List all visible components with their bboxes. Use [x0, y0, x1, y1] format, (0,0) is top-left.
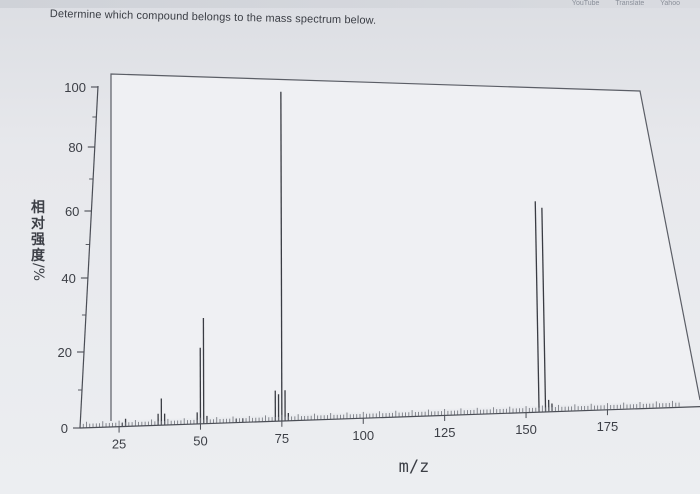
x-tick-label: 50	[193, 434, 207, 449]
bookmark-youtube[interactable]: YouTube	[571, 0, 600, 7]
y-axis: 0 20 40 60 80 100	[58, 80, 99, 436]
x-tick-label: 75	[275, 431, 289, 446]
y-label-char: 强	[31, 232, 45, 248]
x-axis-label: m/z	[399, 457, 430, 477]
y-tick-label: 40	[61, 271, 75, 286]
x-minor-ticks	[82, 400, 680, 428]
bookmark-yahoo[interactable]: Yahoo	[660, 0, 680, 7]
y-label-char: 度	[31, 248, 45, 264]
y-axis-line	[79, 85, 99, 429]
browser-bar	[0, 0, 700, 8]
x-tick-label: 125	[434, 425, 456, 440]
x-axis-line	[79, 406, 700, 429]
y-label-char: 相	[31, 200, 45, 216]
y-tick-label: 60	[65, 204, 79, 219]
x-axis: 25 50 75 100 125 150 175	[79, 406, 700, 452]
spectrum-peak	[534, 201, 540, 412]
x-tick-label: 175	[597, 419, 619, 434]
x-tick-label: 150	[515, 422, 537, 437]
browser-bookmarks: YouTube Translate Yahoo	[558, 0, 680, 7]
x-tick-label: 25	[112, 437, 126, 452]
x-tick-label: 100	[352, 428, 374, 443]
plot-frame	[110, 73, 700, 421]
y-axis-label: 相 对 强 度 /%	[28, 200, 48, 282]
y-tick-label: 100	[64, 80, 86, 95]
y-label-unit: /%	[30, 262, 46, 282]
y-tick-label: 20	[58, 345, 72, 360]
y-label-char: 对	[31, 216, 45, 232]
spectrum-peak	[280, 91, 283, 421]
plot-background	[111, 74, 700, 421]
spectrum-peak	[541, 207, 547, 412]
y-tick-label: 0	[61, 421, 68, 436]
bookmark-translate[interactable]: Translate	[615, 0, 645, 7]
y-tick-label: 80	[68, 140, 82, 155]
